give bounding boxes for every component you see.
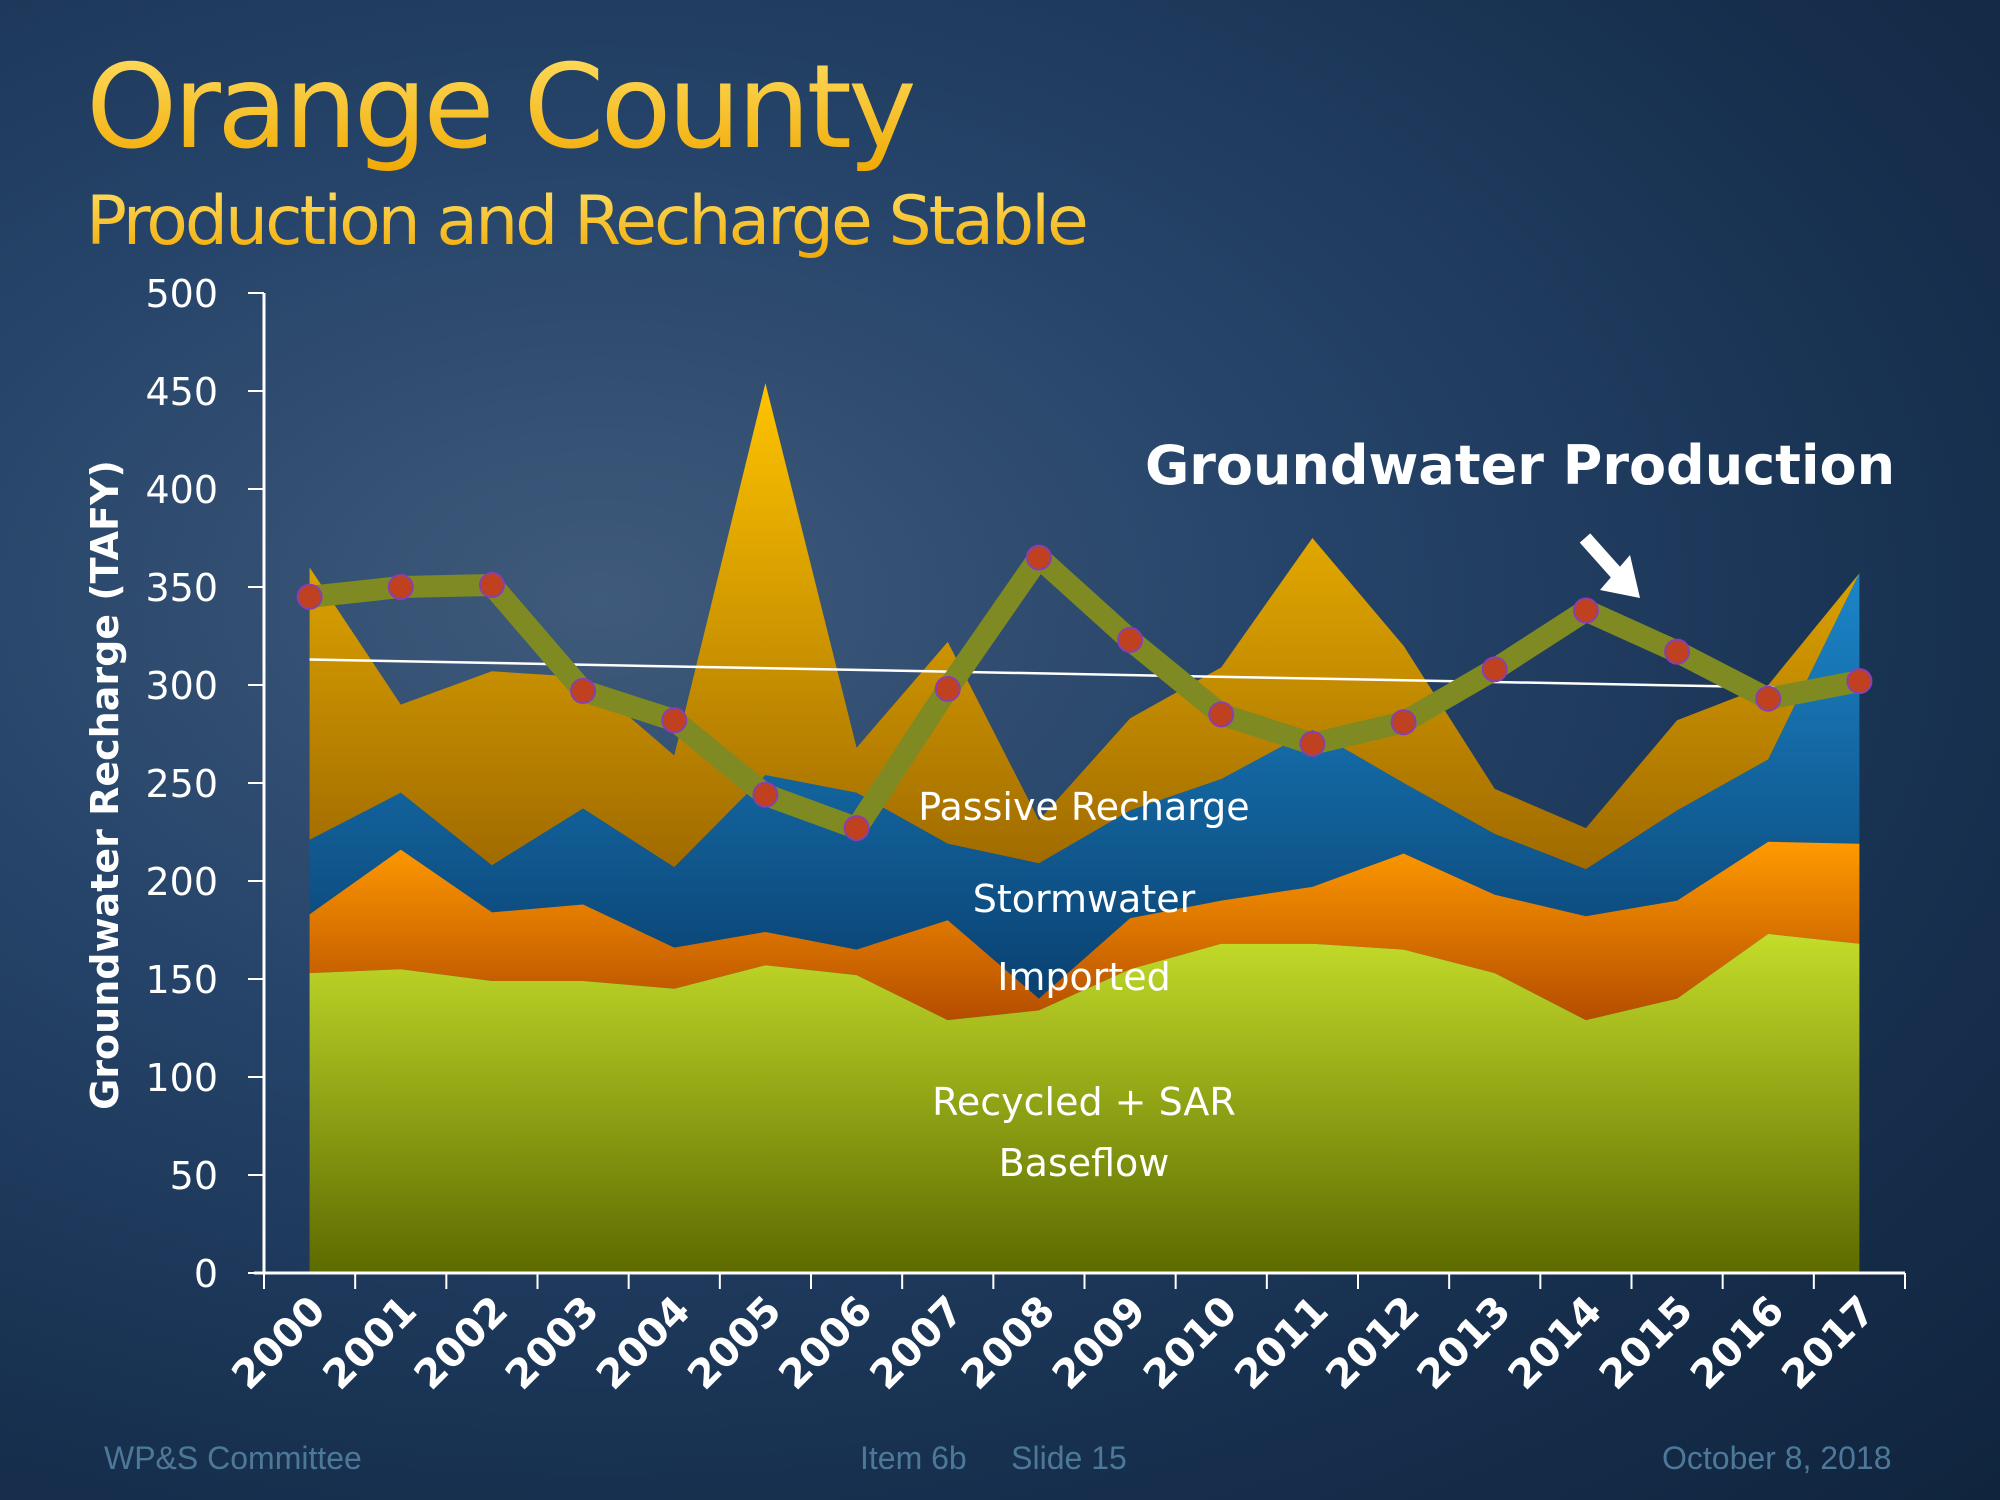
x-tick-label: 2017	[1773, 1288, 1884, 1399]
x-tick-label: 2013	[1409, 1288, 1520, 1399]
production-point	[387, 574, 414, 600]
x-tick-label: 2004	[588, 1288, 699, 1399]
y-tick-label: 450	[145, 370, 218, 414]
y-tick-label: 200	[145, 860, 218, 904]
annotation-groundwater-production: Groundwater Production	[1145, 434, 1895, 497]
y-axis-label: Groundwater Recharge (TAFY)	[83, 460, 127, 1110]
x-tick-label: 2009	[1044, 1288, 1155, 1399]
x-tick-label: 2010	[1135, 1288, 1246, 1399]
label-recycled-sar: Recycled + SAR	[932, 1080, 1236, 1124]
y-tick-label: 400	[145, 468, 218, 512]
production-point	[1299, 730, 1326, 757]
y-tick-label: 50	[170, 1154, 218, 1198]
y-tick-label: 250	[145, 762, 218, 806]
y-tick-label: 350	[145, 566, 218, 610]
production-point	[1572, 597, 1599, 624]
production-point	[843, 815, 870, 842]
x-tick-label: 2008	[953, 1288, 1064, 1399]
y-tick-label: 150	[145, 958, 218, 1002]
x-tick-label: 2015	[1591, 1288, 1702, 1399]
production-point	[570, 677, 597, 704]
area-recycled-sar-baseflow	[309, 933, 1860, 1273]
production-line	[298, 546, 1871, 840]
production-point	[1117, 626, 1144, 653]
x-tick-label: 2002	[406, 1288, 517, 1399]
label-baseflow: Baseflow	[999, 1141, 1170, 1185]
footer-slide-info: Item 6b Slide 15	[860, 1440, 1127, 1476]
production-point	[934, 675, 961, 702]
area-imported	[309, 841, 1860, 1021]
production-point	[1025, 544, 1052, 571]
slide-title: Orange County	[86, 40, 917, 175]
x-tick-label: 2006	[770, 1288, 881, 1399]
y-tick-label: 300	[145, 664, 218, 708]
y-tick-label: 100	[145, 1056, 218, 1100]
production-point	[1208, 701, 1235, 728]
x-tick-label: 2003	[497, 1288, 608, 1399]
y-tick-label: 0	[194, 1252, 218, 1296]
production-point	[752, 781, 779, 808]
x-tick-label: 2005	[679, 1288, 790, 1399]
x-tick-label: 2007	[862, 1288, 973, 1399]
label-stormwater: Stormwater	[973, 877, 1196, 921]
label-imported: Imported	[997, 955, 1171, 999]
x-tick-label: 2001	[315, 1288, 426, 1399]
label-passive-recharge: Passive Recharge	[918, 785, 1249, 829]
x-tick-label: 2014	[1500, 1288, 1611, 1399]
x-tick-label: 2011	[1226, 1288, 1337, 1399]
production-point	[1481, 656, 1508, 683]
production-point	[1755, 685, 1782, 712]
area-stormwater	[309, 573, 1860, 999]
production-point	[296, 583, 323, 610]
footer-committee: WP&S Committee	[104, 1440, 362, 1476]
y-tick-label: 500	[145, 272, 218, 316]
footer-date: October 8, 2018	[1662, 1440, 1892, 1476]
x-tick-label: 2012	[1317, 1288, 1428, 1399]
production-point	[661, 707, 688, 734]
x-tick-label: 2000	[223, 1288, 334, 1399]
production-point	[1664, 638, 1691, 665]
slide-subtitle: Production and Recharge Stable	[86, 182, 1089, 261]
production-point	[1390, 709, 1417, 736]
production-point	[478, 572, 505, 599]
arrow-icon	[1579, 533, 1640, 598]
x-tick-label: 2016	[1682, 1288, 1793, 1399]
production-point	[1846, 668, 1873, 695]
